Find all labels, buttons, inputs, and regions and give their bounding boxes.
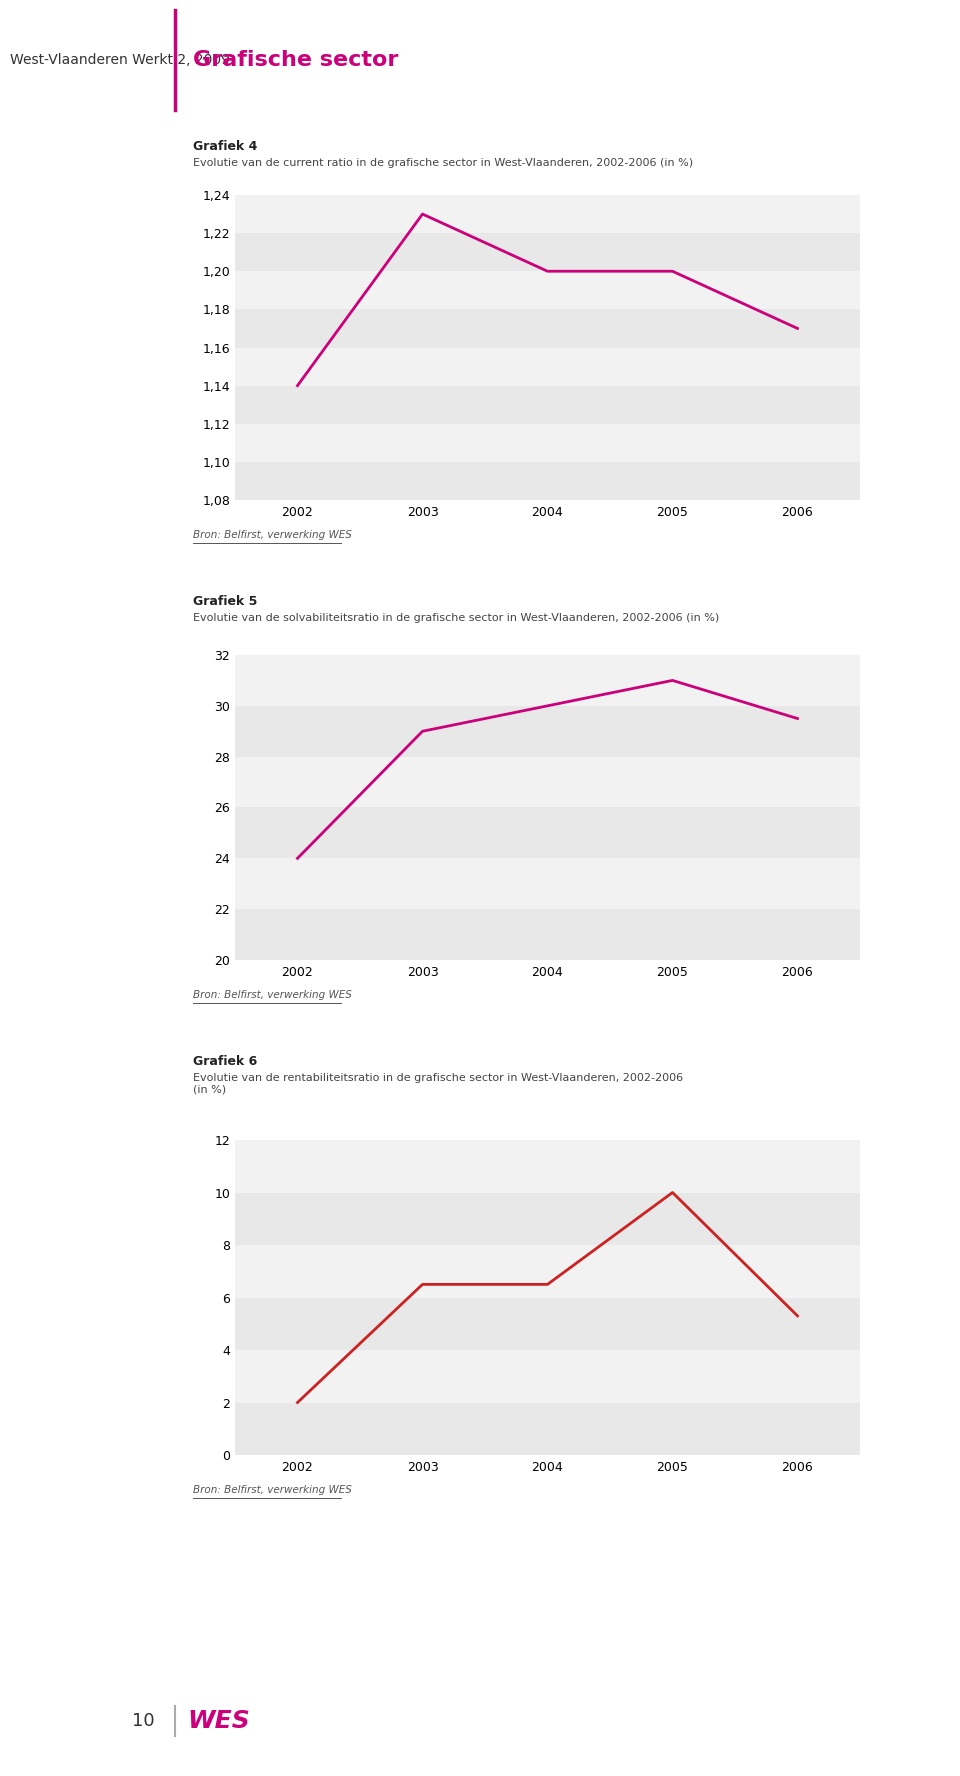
Text: West-Vlaanderen Werkt 2, 2009: West-Vlaanderen Werkt 2, 2009 [10,53,230,67]
Bar [235,1350,860,1403]
Bar [235,808,860,858]
Text: Bron: Belfirst, verwerking WES: Bron: Belfirst, verwerking WES [193,989,352,1000]
Text: Bron: Belfirst, verwerking WES: Bron: Belfirst, verwerking WES [193,1485,352,1495]
Text: Grafiek 5: Grafiek 5 [193,595,257,607]
Bar [235,757,860,808]
Bar [235,385,860,424]
Bar [235,858,860,909]
Text: Grafiek 4: Grafiek 4 [193,140,257,153]
Bar [235,233,860,272]
Bar [235,309,860,348]
Bar [235,1245,860,1298]
Text: WES: WES [187,1709,250,1733]
Bar [235,348,860,385]
Bar [235,195,860,233]
Bar [235,705,860,757]
Bar [235,655,860,705]
Bar [235,909,860,961]
Bar [235,1192,860,1245]
Text: Evolutie van de solvabiliteitsratio in de grafische sector in West-Vlaanderen, 2: Evolutie van de solvabiliteitsratio in d… [193,613,719,623]
Text: Grafiek 6: Grafiek 6 [193,1055,257,1067]
Text: Evolutie van de current ratio in de grafische sector in West-Vlaanderen, 2002-20: Evolutie van de current ratio in de graf… [193,158,693,169]
Text: Grafische sector: Grafische sector [193,50,398,69]
Bar [235,1140,860,1192]
Text: 10: 10 [132,1712,155,1730]
Text: Bron: Belfirst, verwerking WES: Bron: Belfirst, verwerking WES [193,529,352,540]
Bar [235,424,860,462]
Text: Evolutie van de rentabiliteitsratio in de grafische sector in West-Vlaanderen, 2: Evolutie van de rentabiliteitsratio in d… [193,1073,684,1094]
Bar [235,1298,860,1350]
Bar [235,272,860,309]
Bar [235,462,860,501]
Bar [235,1403,860,1455]
